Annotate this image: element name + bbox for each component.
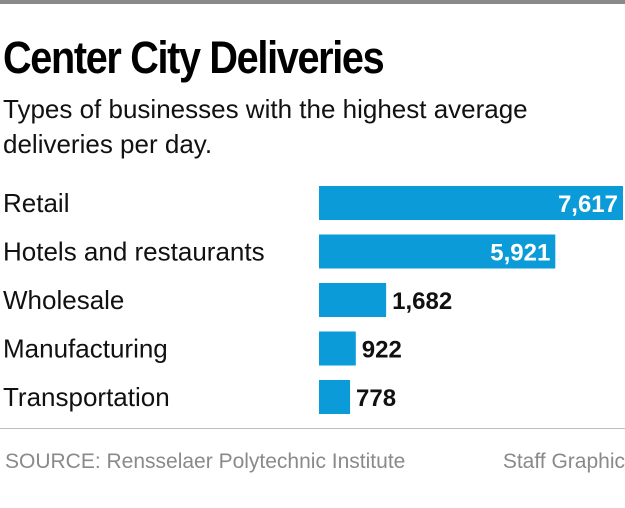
staff-credit: Staff Graphic <box>502 450 625 473</box>
category-label: Retail <box>3 188 69 218</box>
footer-rule <box>0 428 625 429</box>
bar-chart: Retail 7,617 Hotels and restaurants 5,921 Wh… <box>3 186 623 414</box>
category-label: Hotels and restaurants <box>3 237 265 267</box>
chart-subtitle: Types of businesses with the highest ave… <box>3 94 528 159</box>
data-label: 778 <box>356 385 396 412</box>
data-label: 5,921 <box>490 240 550 267</box>
category-label: Manufacturing <box>3 334 168 364</box>
bar <box>319 380 351 414</box>
category-label: Transportation <box>3 382 170 412</box>
bar <box>319 186 623 220</box>
data-label: 922 <box>362 337 402 364</box>
top-rule <box>0 0 625 4</box>
bar <box>319 283 387 317</box>
bar <box>319 331 356 366</box>
category-label: Wholesale <box>3 285 124 315</box>
bar <box>319 234 556 269</box>
data-label: 1,682 <box>392 288 452 315</box>
data-label: 7,617 <box>558 191 618 218</box>
source-note: SOURCE: Rensselaer Polytechnic Institute <box>5 450 406 473</box>
chart-title: Center City Deliveries <box>3 32 385 83</box>
